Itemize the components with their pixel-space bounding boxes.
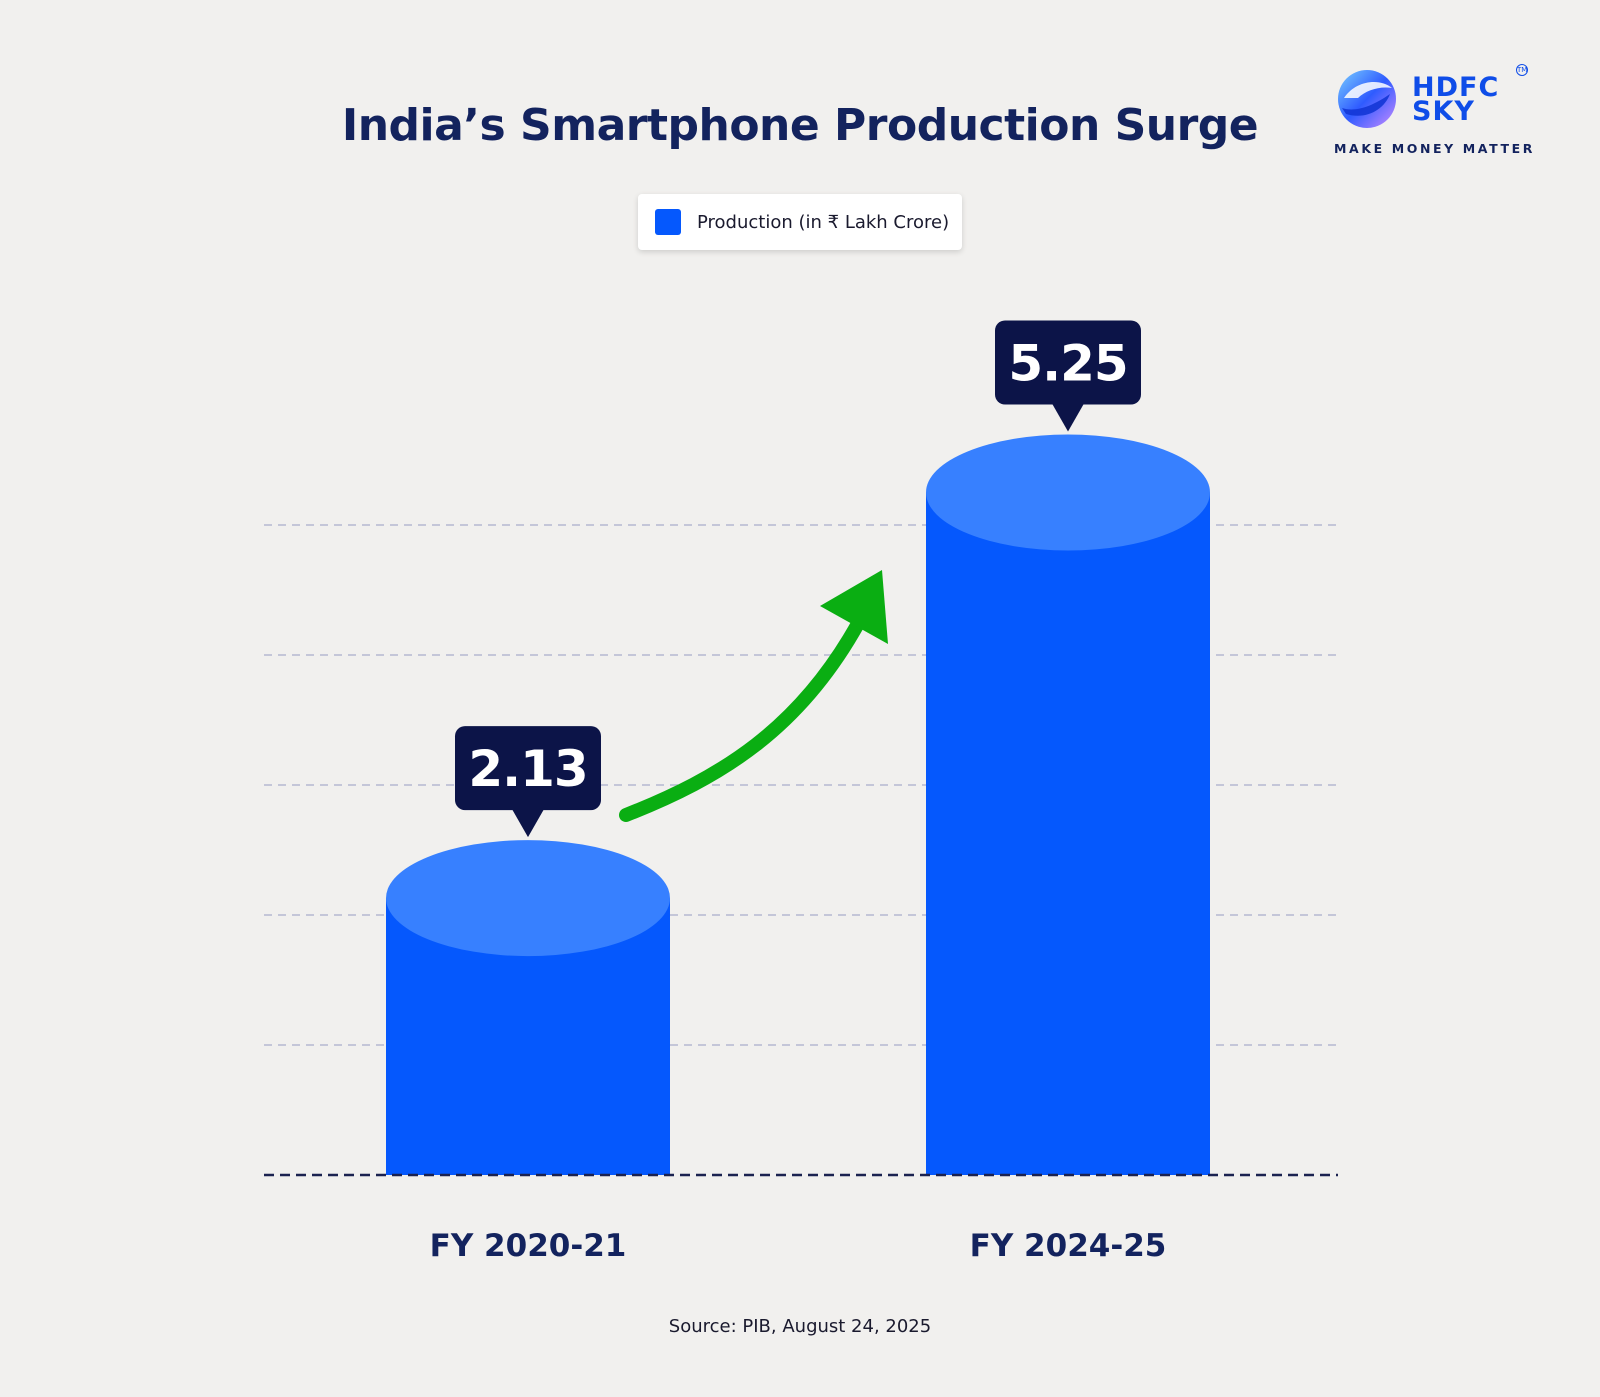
bar-top [926,434,1210,551]
value-callout: 2.13 [455,726,601,838]
category-label: FY 2020-21 [430,1228,627,1264]
callout-box [995,320,1141,405]
gridlines [264,524,1338,1046]
trend-arrow-shaft [619,613,867,822]
value-callout: 5.25 [995,320,1141,432]
legend-swatch [655,209,681,235]
trademark-mark: TM [1516,64,1528,76]
logo-name-sky: SKY [1412,96,1475,127]
brand-logo: HDFC SKY TM MAKE MONEY MATTER [1334,64,1536,164]
hdfc-sky-emblem-icon [1338,70,1396,128]
trend-arrow-head-icon [820,570,888,644]
chart-legend: Production (in ₹ Lakh Crore) [638,194,962,250]
trend-arrow [619,570,888,822]
callout-pointer [1052,403,1084,432]
callout-pointer [512,809,544,838]
bar [926,492,1210,1175]
data-label: 2.13 [468,740,587,798]
category-label: FY 2024-25 [970,1228,1167,1264]
bar-group [386,840,670,1175]
chart-title: India’s Smartphone Production Surge [341,100,1259,151]
source-note: Source: PIB, August 24, 2025 [668,1316,932,1337]
data-label: 5.25 [1008,335,1127,393]
logo-tagline: MAKE MONEY MATTER [1334,141,1536,156]
logo-name-hdfc: HDFC [1412,72,1500,103]
legend-label: Production (in ₹ Lakh Crore) [697,211,950,233]
bar-top [386,840,670,957]
bar-group [926,434,1210,1175]
callout-box [455,726,601,811]
